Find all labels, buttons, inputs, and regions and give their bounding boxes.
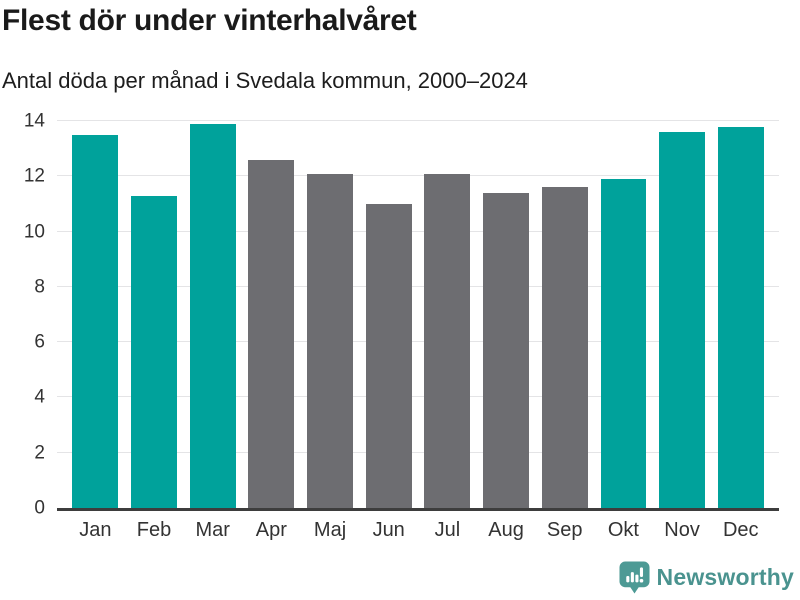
gridline [57, 396, 779, 398]
x-tick-label: Sep [546, 519, 583, 541]
y-tick-label: 12 [23, 165, 45, 187]
chart-title: Flest dör under vinterhalvåret [2, 4, 417, 37]
newsworthy-logo: Newsworthy [619, 561, 794, 594]
x-tick-label: Maj [313, 519, 347, 541]
bar-column [594, 121, 653, 508]
bar-column [301, 121, 360, 508]
bar-jun [365, 203, 412, 508]
bar-column [418, 121, 477, 508]
bar-column [477, 121, 536, 508]
x-axis-labels: Jan Feb Mar Apr Maj Jun Jul Aug Sep Okt Nov Dec [57, 519, 779, 542]
bar-feb [131, 195, 177, 508]
gridline [57, 451, 779, 453]
x-tick-label: Jun [372, 519, 405, 541]
bar-column [125, 121, 184, 508]
y-tick-label: 6 [34, 331, 45, 353]
gridline [57, 120, 779, 121]
bar-nov [659, 132, 705, 508]
y-tick-label: 8 [34, 276, 45, 298]
x-tick-label: Mar [195, 519, 230, 541]
bar-apr [248, 159, 295, 508]
bar-aug [483, 192, 529, 508]
bar-mar [189, 123, 236, 508]
x-tick-label: Jan [79, 519, 112, 541]
x-tick-label: Dec [722, 519, 759, 541]
x-tick-label: Jul [434, 519, 461, 541]
bar-dec [717, 126, 764, 508]
bar-maj [307, 173, 353, 508]
x-tick-label: Okt [607, 519, 639, 541]
bar-jan [72, 134, 119, 508]
bar-column [653, 121, 712, 508]
x-tick-label: Apr [255, 519, 287, 541]
y-tick-label: 4 [34, 386, 45, 408]
gridline [57, 285, 779, 287]
x-tick-label: Nov [664, 519, 700, 541]
speech-bubble-bar-chart-icon [619, 561, 650, 594]
chart-subtitle: Antal döda per månad i Svedala kommun, 2… [2, 68, 528, 93]
bar-okt [600, 179, 647, 508]
plot-area [57, 120, 779, 511]
bar-column [711, 121, 770, 508]
x-tick-label: Aug [488, 519, 524, 541]
x-tick-label: Feb [136, 519, 172, 541]
bar-column [535, 121, 594, 508]
y-tick-label: 10 [23, 221, 45, 243]
logo-text: Newsworthy [656, 564, 794, 590]
bar-column [183, 121, 242, 508]
y-tick-label: 2 [34, 442, 45, 464]
bars [57, 121, 779, 508]
bar-column [359, 121, 418, 508]
bar-column [242, 121, 301, 508]
gridline [57, 230, 779, 232]
gridline [57, 341, 779, 343]
gridline [57, 175, 779, 177]
bar-column [66, 121, 125, 508]
y-tick-label: 14 [23, 110, 45, 132]
bar-sep [541, 187, 588, 508]
y-tick-label: 0 [34, 497, 45, 519]
bar-jul [424, 173, 471, 508]
